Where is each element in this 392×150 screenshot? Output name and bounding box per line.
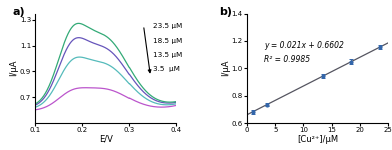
Text: R² = 0.9985: R² = 0.9985 [264, 55, 310, 64]
Y-axis label: I/μA: I/μA [9, 60, 18, 76]
Text: 18.5 μM: 18.5 μM [153, 38, 182, 44]
Y-axis label: I/μA: I/μA [221, 60, 230, 76]
Text: 13.5 μM: 13.5 μM [153, 52, 182, 58]
Text: a): a) [13, 7, 25, 17]
X-axis label: [Cu²⁺]/μM: [Cu²⁺]/μM [297, 135, 338, 144]
Text: 3.5  μM: 3.5 μM [153, 66, 180, 72]
Text: b): b) [219, 7, 232, 17]
Text: y = 0.021x + 0.6602: y = 0.021x + 0.6602 [264, 41, 344, 50]
X-axis label: E/V: E/V [99, 135, 113, 144]
Text: 23.5 μM: 23.5 μM [153, 23, 182, 29]
